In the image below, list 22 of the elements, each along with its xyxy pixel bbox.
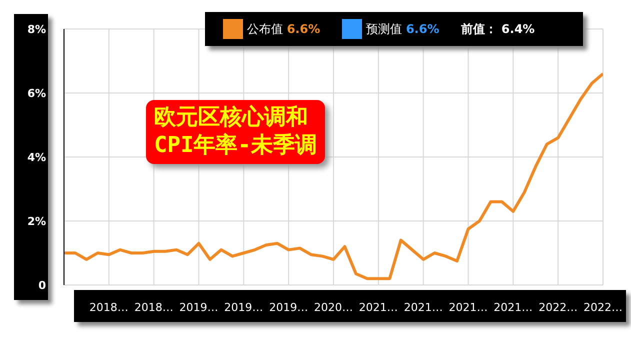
- x-tick-label: 2022…: [538, 300, 578, 314]
- x-tick-label: 2021…: [448, 300, 488, 314]
- annotation: 预测值 6.6%: [366, 20, 440, 38]
- annotation: 前值： 6.4%: [461, 20, 535, 38]
- y-tick-label: 6%: [27, 86, 46, 100]
- x-tick-label: 2020…: [314, 300, 353, 314]
- x-tick-label: 2021…: [358, 300, 398, 314]
- x-tick-label: 2019…: [224, 300, 264, 314]
- line-series: [64, 72, 603, 280]
- y-tick-label: 4%: [27, 150, 46, 164]
- y-tick-label: 0: [38, 278, 46, 292]
- y-tick-label: 2%: [27, 214, 46, 228]
- x-tick-label: 2021…: [404, 300, 443, 314]
- x-tick-label: 2018…: [134, 300, 174, 314]
- text: 欧元区核心调和 CPI年率-未季调: [146, 100, 325, 164]
- annotation: 公布值 6.6%: [247, 20, 320, 38]
- x-tick-label: 2019…: [179, 300, 218, 314]
- y-tick-label: 8%: [27, 22, 46, 36]
- x-tick-label: 2018…: [89, 300, 128, 314]
- x-tick-label: 2019…: [269, 300, 308, 314]
- x-tick-label: 2021…: [494, 300, 533, 314]
- x-tick-label: 2022…: [584, 300, 622, 314]
